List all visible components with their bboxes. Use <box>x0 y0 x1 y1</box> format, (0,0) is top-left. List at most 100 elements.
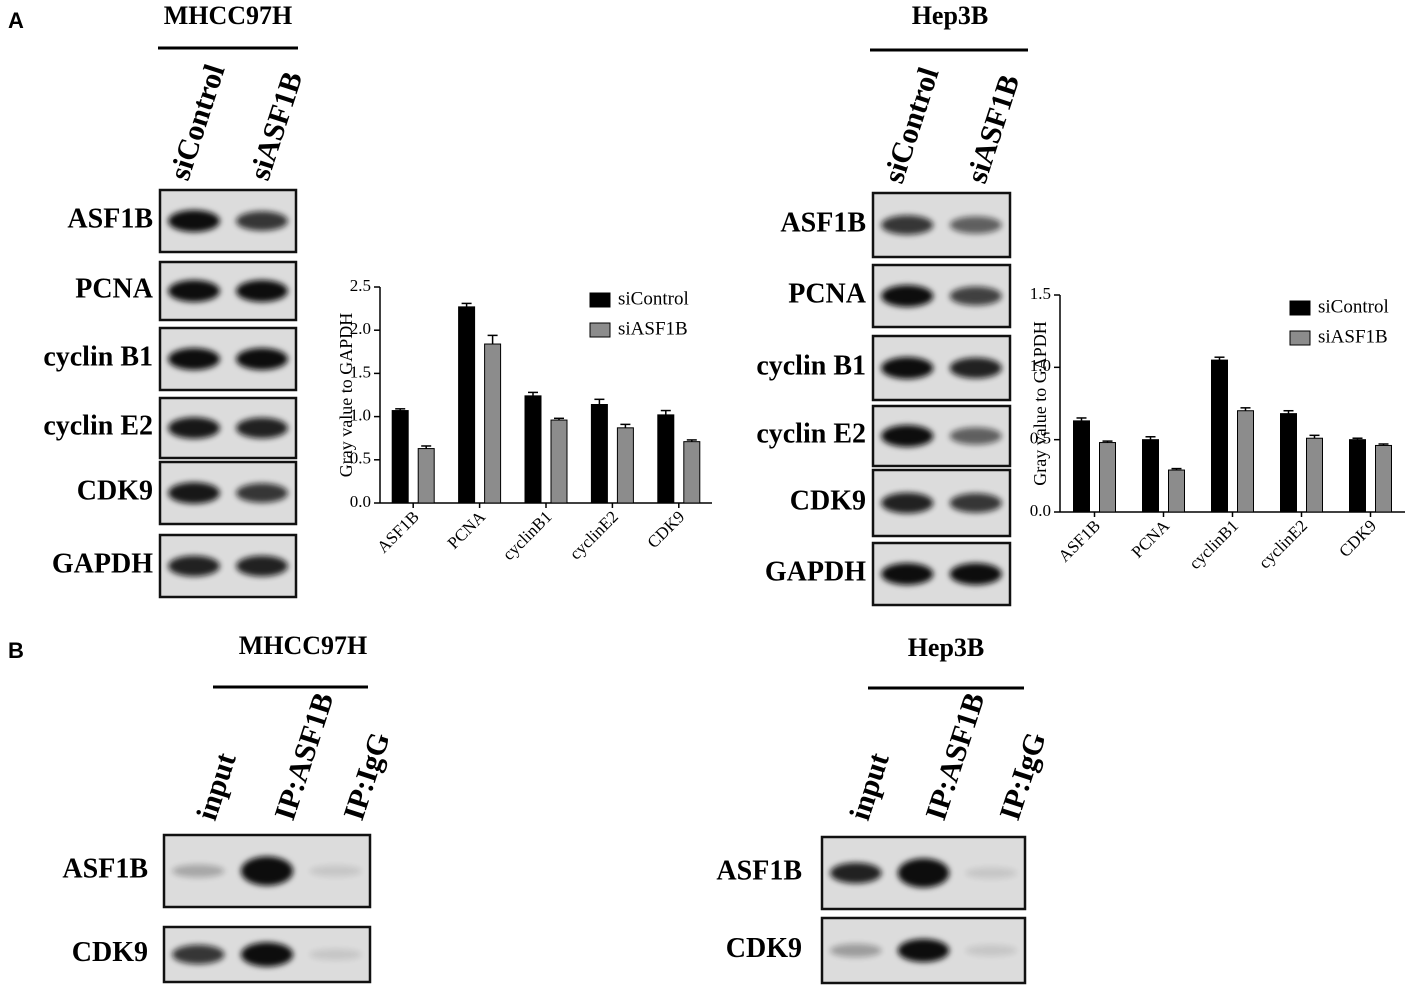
cell-line-title: MHCC97H <box>164 1 293 30</box>
bar <box>590 404 608 504</box>
bar <box>1211 359 1228 513</box>
row-label: cyclin E2 <box>43 410 153 441</box>
blot-band <box>949 286 1002 306</box>
blot-band <box>309 948 362 961</box>
bar <box>1349 439 1366 513</box>
x-tick-label: cyclinE2 <box>566 507 622 563</box>
blot-band <box>172 944 225 965</box>
row-label: ASF1B <box>67 203 153 234</box>
bar <box>1280 413 1297 513</box>
bar <box>391 410 409 504</box>
y-tick-label: 0.5 <box>350 449 371 468</box>
cell-line-title: MHCC97H <box>239 631 368 660</box>
lane-label: siASF1B <box>960 71 1026 187</box>
blot-band <box>965 944 1017 957</box>
bar <box>417 448 435 504</box>
y-tick-label: 0.5 <box>1030 429 1051 448</box>
y-axis-label: Gray value to GAPDH <box>1030 321 1050 485</box>
blot-band <box>949 563 1002 585</box>
row-label: CDK9 <box>77 475 153 506</box>
y-tick-label: 1.5 <box>350 362 371 381</box>
bar <box>550 419 568 504</box>
x-tick-label: cyclinE2 <box>1255 516 1311 572</box>
blot-band <box>881 425 934 447</box>
x-tick-label: PCNA <box>1128 516 1174 562</box>
lane-label: IP:ASF1B <box>919 689 991 824</box>
blot-band <box>881 357 934 379</box>
lane-label: IP:IgG <box>337 728 396 824</box>
row-label: cyclin B1 <box>43 341 153 372</box>
y-tick-label: 0.0 <box>350 492 371 511</box>
panel-label: A <box>8 8 24 33</box>
blot-band <box>949 357 1002 379</box>
x-tick-label: PCNA <box>444 507 490 553</box>
cell-line-title: Hep3B <box>908 633 985 662</box>
bar <box>683 441 701 504</box>
legend-swatch <box>589 292 611 308</box>
row-label: CDK9 <box>726 933 802 964</box>
bar <box>1375 444 1392 513</box>
legend-label: siASF1B <box>1318 326 1388 347</box>
bar <box>484 343 502 504</box>
bar <box>1099 442 1116 513</box>
bar <box>458 306 476 504</box>
blot-band <box>168 280 220 302</box>
lane-label: IP:IgG <box>993 728 1052 824</box>
row-label: cyclin E2 <box>756 418 866 449</box>
lane-label: siControl <box>163 60 231 184</box>
row-label: ASF1B <box>716 855 802 886</box>
blot-band <box>965 867 1017 879</box>
blot-band <box>168 482 220 504</box>
y-tick-label: 1.5 <box>1030 284 1051 303</box>
legend-label: siControl <box>1318 296 1389 317</box>
blot-band <box>897 858 950 888</box>
blot-band <box>236 417 288 439</box>
panel-label: B <box>8 638 24 663</box>
blot-band <box>172 864 225 878</box>
blot-band <box>168 555 220 577</box>
blot-band <box>168 417 220 439</box>
blot-band <box>168 348 220 370</box>
row-label: GAPDH <box>52 548 153 579</box>
lane-label: input <box>843 749 896 824</box>
legend-swatch <box>1289 300 1311 316</box>
y-tick-label: 2.0 <box>350 319 371 338</box>
cell-line-title: Hep3B <box>912 1 989 30</box>
blot-band <box>897 938 950 963</box>
bar <box>1168 469 1185 513</box>
lane-label: siControl <box>877 63 945 187</box>
bar <box>1306 437 1323 513</box>
legend-label: siASF1B <box>618 318 688 339</box>
x-tick-label: cyclinB1 <box>1185 516 1242 573</box>
x-tick-label: CDK9 <box>1335 516 1380 561</box>
row-label: CDK9 <box>72 937 148 968</box>
y-tick-label: 0.0 <box>1030 501 1051 520</box>
blot-band <box>309 865 362 877</box>
row-label: ASF1B <box>62 853 148 884</box>
row-label: PCNA <box>75 273 154 304</box>
legend-label: siControl <box>618 288 689 309</box>
lane-label: input <box>190 749 243 824</box>
blot-band <box>236 348 288 370</box>
blot-band <box>949 493 1002 513</box>
lane-label: IP:ASF1B <box>268 689 340 824</box>
blot-band <box>168 210 220 232</box>
y-tick-label: 1.0 <box>1030 356 1051 375</box>
blot-band <box>236 555 288 577</box>
blot-band <box>236 280 288 302</box>
blot-band <box>830 943 882 958</box>
legend-swatch <box>589 322 611 338</box>
bar <box>1237 410 1254 513</box>
blot-band <box>240 856 294 886</box>
blot-band <box>236 483 288 503</box>
row-label: PCNA <box>788 278 867 309</box>
row-label: CDK9 <box>790 485 866 516</box>
bar <box>1142 439 1159 513</box>
bar <box>524 395 542 504</box>
blot-band <box>830 862 882 884</box>
bar <box>1073 420 1090 513</box>
blot-band <box>881 285 934 307</box>
row-label: ASF1B <box>780 207 866 238</box>
lane-label: siASF1B <box>243 68 309 184</box>
